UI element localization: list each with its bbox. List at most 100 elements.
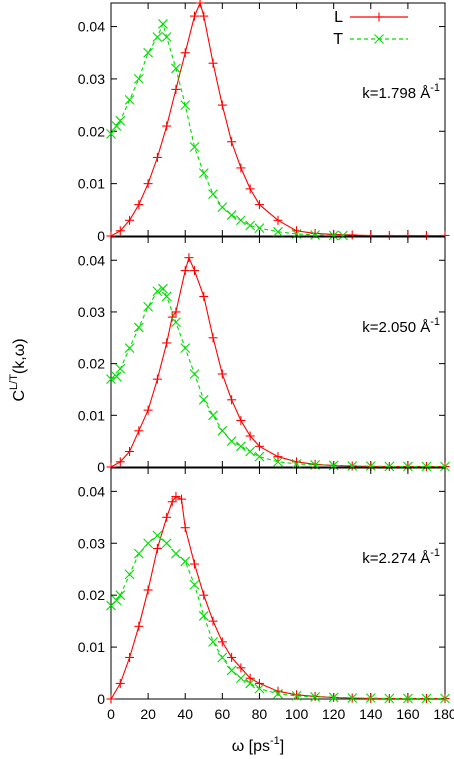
data-point-t-d2 — [143, 538, 154, 549]
data-point-t — [115, 590, 126, 601]
data-point-t — [273, 456, 283, 467]
legend-marker-d2 — [374, 34, 384, 44]
data-point-t — [115, 115, 126, 126]
y-tick-label: 0.01 — [78, 407, 105, 423]
data-point-l — [143, 405, 153, 415]
data-point-l — [184, 253, 194, 263]
y-axis-label: CL/T(k,ω) — [8, 338, 28, 401]
data-point-t — [226, 665, 237, 676]
data-point-t-d2 — [133, 322, 144, 333]
data-point-t — [115, 363, 126, 374]
k-annotation: k=2.274 Å-1 — [362, 547, 440, 567]
data-point-l — [195, 0, 205, 8]
data-point-t-d2 — [310, 692, 321, 702]
x-axis-label: ω [ps-1] — [232, 735, 285, 755]
data-point-t — [133, 322, 144, 333]
data-point-t — [143, 538, 154, 549]
x-tick-label: 120 — [322, 706, 346, 722]
data-point-t-d2 — [235, 673, 246, 684]
data-point-t-d2 — [226, 665, 237, 676]
y-tick-label: 0 — [97, 691, 105, 707]
data-point-l — [171, 492, 181, 502]
data-point-t-d2 — [384, 461, 395, 472]
k-annotation-value: k=1.798 — [362, 85, 420, 102]
data-point-t-d2 — [180, 343, 191, 354]
data-point-t — [161, 291, 172, 302]
data-point-t-d2 — [273, 456, 283, 467]
data-point-t-d2 — [291, 459, 302, 469]
data-point-l — [106, 694, 116, 704]
data-point-t-d2 — [133, 74, 144, 84]
data-point-l — [273, 215, 283, 225]
data-point-t — [106, 129, 116, 139]
data-point-l — [190, 266, 199, 276]
data-point-t — [421, 693, 432, 704]
data-point-t-d2 — [180, 556, 191, 567]
data-point-t-d2 — [161, 32, 172, 42]
data-point-t-d2 — [189, 369, 200, 379]
k-annotation-unit: Å — [420, 85, 430, 102]
panels: 00.010.020.030.04k=1.798 Å-100.010.020.0… — [78, 0, 454, 722]
data-point-l — [310, 228, 320, 238]
k-annotation: k=2.050 Å-1 — [362, 316, 440, 336]
data-point-t-d2 — [152, 32, 163, 42]
series-line-l — [110, 1, 445, 237]
data-point-t — [189, 142, 200, 152]
data-point-t-d2 — [133, 548, 144, 559]
data-point-l — [125, 215, 135, 225]
data-point-t — [208, 637, 218, 647]
data-point-t-d2 — [328, 692, 339, 703]
data-point-t — [338, 230, 348, 241]
data-point-l — [217, 637, 227, 647]
data-point-l — [167, 312, 177, 322]
x-tick-label: 40 — [177, 706, 193, 722]
data-point-l — [180, 266, 190, 276]
legend-sample-l — [350, 12, 408, 22]
data-point-t — [235, 441, 246, 452]
data-point-l — [143, 585, 153, 595]
data-point-t-d2 — [347, 693, 358, 703]
data-point-l — [227, 395, 237, 405]
data-point-t — [124, 569, 135, 580]
y-tick-label: 0.03 — [78, 71, 105, 87]
data-point-l — [208, 333, 218, 343]
data-point-t — [365, 693, 376, 703]
data-point-l — [384, 230, 394, 240]
data-point-t — [124, 343, 135, 354]
data-point-t-d2 — [115, 590, 126, 601]
data-point-t-d2 — [273, 226, 283, 237]
data-point-t — [171, 63, 181, 74]
data-point-l — [125, 652, 135, 662]
data-point-t-d2 — [226, 210, 237, 220]
data-point-l — [134, 200, 144, 210]
data-point-t-d2 — [111, 371, 122, 382]
data-point-l — [167, 497, 177, 507]
series-line-t — [110, 22, 343, 237]
data-point-t — [189, 579, 200, 590]
data-point-l — [347, 230, 357, 240]
data-point-t-d2 — [245, 446, 256, 457]
data-point-t — [161, 538, 172, 549]
data-point-t-d2 — [245, 220, 256, 231]
data-point-t-d2 — [245, 678, 256, 689]
data-point-t — [180, 100, 191, 110]
data-point-t-d2 — [198, 168, 209, 179]
data-point-l — [208, 58, 218, 68]
data-point-t-d2 — [217, 425, 228, 436]
legend-sample-t — [350, 34, 408, 44]
data-point-t — [365, 461, 376, 471]
data-point-t — [158, 283, 168, 294]
y-axis-label-main: C — [11, 390, 28, 402]
x-axis-label-suffix: ] — [280, 738, 284, 755]
data-point-t-d2 — [384, 693, 395, 704]
k-annotation-unit: Å — [420, 550, 430, 567]
data-point-t-d2 — [328, 230, 339, 241]
data-point-l — [208, 616, 218, 626]
data-point-l — [190, 11, 199, 21]
data-point-t-d2 — [226, 436, 237, 447]
data-point-t-d2 — [254, 451, 265, 462]
data-point-l — [190, 559, 199, 569]
data-point-t — [402, 693, 413, 704]
data-point-t-d2 — [180, 100, 191, 110]
data-point-t — [208, 189, 218, 200]
